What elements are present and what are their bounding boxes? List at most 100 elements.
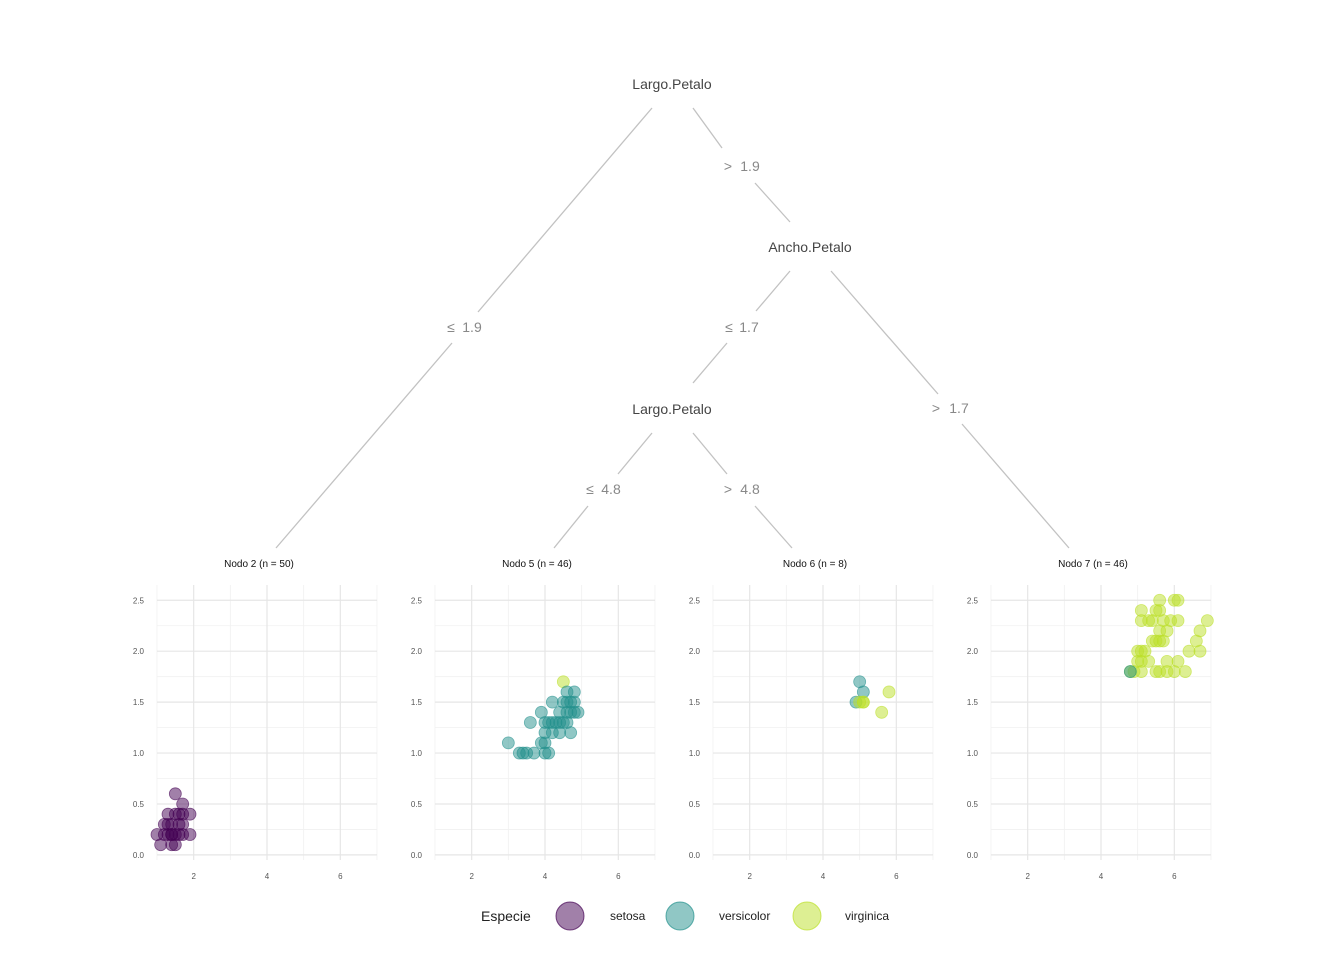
scatter-point-virginica [1134, 665, 1148, 678]
node-4-label: Largo.Petalo [632, 401, 712, 417]
y-tick-label: 0.0 [689, 851, 701, 860]
scatter-point-versicolor [501, 736, 515, 750]
edge-label-e1-value: 1.9 [462, 319, 482, 335]
y-tick-label: 1.5 [133, 698, 145, 707]
x-tick-label: 2 [191, 872, 196, 881]
legend-label-virginica: virginica [845, 909, 889, 923]
edge-label-e1-op: ≤ [447, 319, 455, 335]
edge-n3-left-upper [755, 270, 791, 312]
legend: Especie setosa versicolor virginica [481, 901, 889, 931]
y-tick-label: 2.0 [967, 647, 979, 656]
edge-label-e2-value: 1.9 [740, 158, 760, 174]
scatter-point-virginica [1182, 644, 1196, 658]
scatter-point-versicolor [553, 726, 567, 740]
y-tick-label: 0.5 [133, 800, 145, 809]
scatter-point-setosa [183, 828, 197, 841]
y-tick-label: 2.5 [411, 596, 423, 605]
edge-n3-right-lower [961, 423, 1070, 549]
panel-title: Nodo 7 (n = 46) [1058, 559, 1128, 570]
edge-n4-left-lower [553, 505, 589, 549]
scatter-point-setosa [168, 787, 182, 801]
terminal-node-panels: Nodo 2 (n = 50)2 4 60.00.51.01.52.02.5Nodo… [133, 559, 1214, 881]
y-tick-label: 0.5 [967, 800, 979, 809]
edge-label-e3-value: 1.7 [739, 319, 759, 335]
y-tick-label: 1.5 [689, 698, 701, 707]
y-tick-label: 1.5 [967, 698, 979, 707]
edge-n3-right-upper [830, 270, 939, 395]
y-tick-label: 0.5 [689, 800, 701, 809]
x-tick-label: 4 [821, 872, 826, 881]
edge-n3-left-lower [692, 342, 728, 384]
scatter-point-virginica [875, 705, 889, 719]
panel-title: Nodo 5 (n = 46) [502, 559, 572, 570]
edge-label-e5: ≤ 4.8 [586, 481, 621, 497]
legend-swatch-virginica [792, 901, 822, 931]
scatter-point-virginica [1200, 614, 1214, 628]
scatter-point-virginica [1156, 634, 1170, 648]
edge-label-e5-value: 4.8 [601, 481, 621, 497]
scatter-point-setosa [165, 828, 179, 841]
edge-n1-right-lower [754, 182, 791, 223]
edge-label-e4-op: > [932, 400, 940, 416]
scatter-point-setosa [154, 838, 168, 852]
panel-node-3: Nodo 6 (n = 8) 2 4 6 0.0 0.5 1.0 1.5 2.0 2.5 [689, 559, 934, 881]
node-3-label: Ancho.Petalo [768, 239, 851, 255]
legend-label-versicolor: versicolor [719, 909, 770, 923]
y-tick-label: 1.5 [411, 698, 423, 707]
edge-label-e3-op: ≤ [725, 319, 733, 335]
edge-n1-right-upper [692, 107, 723, 149]
scatter-point-versicolor [527, 746, 541, 760]
y-tick-label: 0.0 [411, 851, 423, 860]
edge-n4-right-upper [692, 432, 728, 475]
edge-label-e2: > 1.9 [724, 158, 760, 174]
y-tick-label: 2.0 [689, 647, 701, 656]
edge-label-e2-op: > [724, 158, 732, 174]
scatter-point-virginica [882, 685, 896, 699]
edge-n4-left-upper [617, 432, 653, 475]
legend-swatch-versicolor [665, 901, 695, 931]
y-tick-label: 0.5 [411, 800, 423, 809]
x-tick-label: 4 [1099, 872, 1104, 881]
y-tick-label: 1.0 [967, 749, 979, 758]
tree-edges [275, 107, 1070, 549]
edge-label-e6-op: > [724, 481, 732, 497]
scatter-point-virginica [856, 695, 870, 709]
x-tick-label: 6 [894, 872, 899, 881]
x-tick-label: 2 [469, 872, 474, 881]
scatter-point-virginica [1193, 644, 1207, 658]
panel-node-1: Nodo 2 (n = 50) 2 4 6 0.0 0.5 1.0 1.5 2.0 2.5 [133, 559, 378, 881]
legend-swatch-setosa [555, 901, 585, 931]
scatter-point-versicolor [542, 746, 556, 760]
panel-title: Nodo 6 (n = 8) [783, 559, 847, 570]
y-tick-label: 2.5 [689, 596, 701, 605]
scatter-point-versicolor [571, 705, 585, 719]
y-tick-label: 2.0 [411, 647, 423, 656]
y-tick-label: 1.0 [411, 749, 423, 758]
scatter-point-virginica [1171, 593, 1185, 607]
x-tick-label: 2 [747, 872, 752, 881]
x-tick-label: 6 [616, 872, 621, 881]
x-tick-label: 6 [338, 872, 343, 881]
y-tick-label: 2.5 [133, 596, 145, 605]
edge-n1-left-upper [477, 107, 653, 313]
scatter-point-virginica [1167, 665, 1181, 678]
scatter-point-versicolor [1123, 665, 1137, 678]
x-tick-label: 4 [265, 872, 270, 881]
edge-label-e3: ≤ 1.7 [725, 319, 759, 335]
edge-n1-left-lower [275, 342, 453, 549]
edge-label-e1: ≤ 1.9 [447, 319, 482, 335]
y-tick-label: 1.0 [689, 749, 701, 758]
scatter-point-versicolor [545, 695, 559, 709]
x-tick-label: 4 [543, 872, 548, 881]
edge-label-e4: > 1.7 [932, 400, 969, 416]
scatter-point-versicolor [523, 716, 537, 729]
panel-node-4: Nodo 7 (n = 46) 2 4 6 0.0 0.5 1.0 1.5 2.0 2.5 [967, 559, 1214, 881]
edge-label-e6-value: 4.8 [740, 481, 760, 497]
node-1-label: Largo.Petalo [632, 76, 712, 92]
scatter-point-virginica [1145, 614, 1159, 628]
edge-label-e5-op: ≤ [586, 481, 594, 497]
edge-label-e4-value: 1.7 [949, 400, 969, 416]
edge-n4-right-lower [754, 505, 793, 549]
y-tick-label: 0.0 [133, 851, 145, 860]
